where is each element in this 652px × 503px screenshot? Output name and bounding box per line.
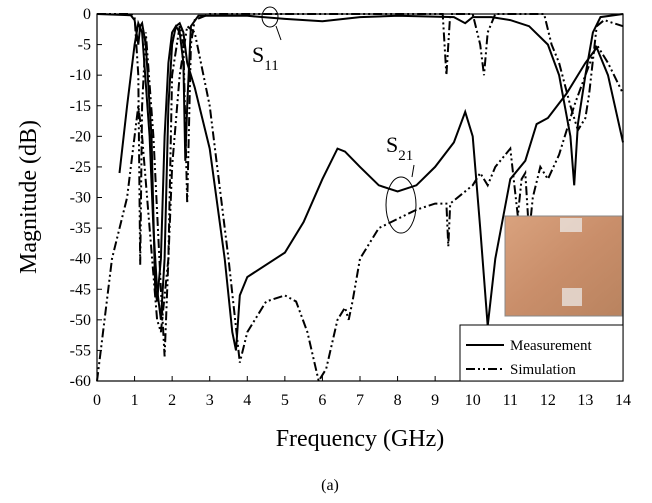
y-tick-label: -55: [70, 342, 91, 359]
data-line: [97, 13, 624, 357]
legend-label: Simulation: [510, 362, 576, 378]
x-tick-label: 9: [431, 392, 439, 409]
legend-box: [459, 324, 624, 382]
y-tick-label: -60: [70, 373, 91, 390]
y-axis-label: Magnitude (dB): [16, 120, 42, 274]
caption: (a): [321, 477, 339, 494]
inset-detail: [560, 218, 582, 232]
inset-detail: [562, 288, 582, 306]
x-axis-label: Frequency (GHz): [276, 426, 445, 452]
x-tick-label: 5: [281, 392, 289, 409]
y-tick-label: -15: [70, 98, 91, 115]
annotation-ellipse: [385, 176, 417, 234]
x-tick-label: 0: [93, 392, 101, 409]
x-tick-label: 12: [540, 392, 556, 409]
y-tick-label: -45: [70, 281, 91, 298]
x-tick-label: 8: [394, 392, 402, 409]
x-tick-label: 4: [243, 392, 251, 409]
data-line: [96, 24, 624, 384]
annotation-ellipse: [261, 6, 279, 28]
x-tick-label: 3: [206, 392, 214, 409]
y-tick-label: -30: [70, 190, 91, 207]
annotation-arrow: [411, 164, 415, 178]
x-tick-label: 13: [577, 392, 593, 409]
annotation-arrow: [275, 25, 282, 41]
x-tick-label: 1: [131, 392, 139, 409]
legend: Measurement Simulation: [459, 324, 624, 382]
x-tick-label: 14: [615, 392, 631, 409]
x-tick-label: 11: [503, 392, 518, 409]
plot-area: 0 1 2 3 4 5 6 7 8 9 10 11 12 13 140-5-10-15-20-25-30-3…: [70, 6, 631, 409]
y-tick-label: -35: [70, 220, 91, 237]
legend-label: Measurement: [510, 338, 592, 354]
y-tick-label: -5: [78, 37, 91, 54]
y-tick-label: -20: [70, 128, 91, 145]
x-tick-label: 6: [318, 392, 326, 409]
y-tick-label: -40: [70, 251, 91, 268]
y-tick-label: -10: [70, 67, 91, 84]
x-tick-label: 10: [465, 392, 481, 409]
y-tick-label: 0: [83, 6, 91, 23]
annotation: S11: [252, 42, 279, 74]
data-line: [96, 13, 624, 302]
x-tick-label: 2: [168, 392, 176, 409]
annotation: S21: [386, 132, 413, 164]
y-tick-label: -50: [70, 312, 91, 329]
y-tick-label: -25: [70, 159, 91, 176]
x-tick-label: 7: [356, 392, 364, 409]
